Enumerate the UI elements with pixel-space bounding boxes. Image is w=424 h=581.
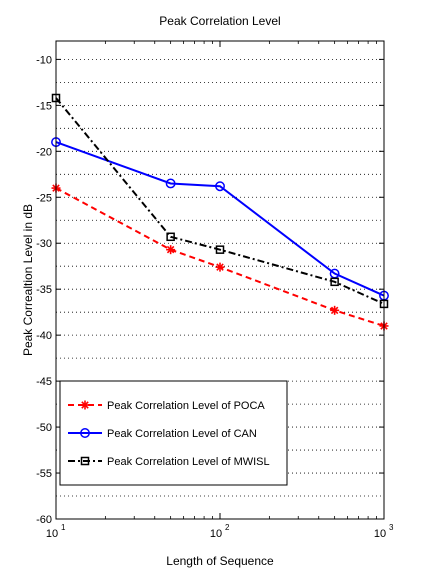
x-tick-label: 10 [46,528,58,540]
legend-label: Peak Correlation Level of CAN [107,428,257,440]
y-tick-label: -10 [36,54,52,66]
data-point [330,277,339,287]
legend-marker [80,428,90,438]
data-point [166,245,176,255]
x-tick-label: 10 [374,528,386,540]
data-point [215,245,225,254]
legend-label: Peak Correlation Level of MWISL [107,456,270,468]
y-tick-label: -15 [36,100,52,112]
data-point [166,232,175,242]
data-point [165,178,176,189]
data-point [215,181,225,192]
legend-marker [80,456,90,466]
series-line [55,97,385,305]
series-line [55,141,385,297]
data-point [330,305,340,315]
x-tick-label-exponent: 3 [389,523,394,532]
data-point [215,262,225,272]
legend-label: Peak Correlation Level of POCA [107,400,265,412]
y-axis-label: Peak Correaltion Level in dB [21,204,35,356]
y-tick-label: -40 [36,330,52,342]
y-tick-label: -20 [36,146,52,158]
legend-marker [80,400,90,410]
legend-item: Peak Correlation Level of CAN [68,428,257,440]
series-1 [51,183,389,331]
y-tick-label: -25 [36,192,52,204]
x-axis-label: Length of Sequence [166,554,274,568]
y-tick-label: -35 [36,284,52,296]
legend-item: Peak Correlation Level of MWISL [68,456,270,468]
legend-item: Peak Correlation Level of POCA [68,400,265,412]
series-layer [51,93,389,331]
x-tick-label-exponent: 1 [61,523,66,532]
series-2 [51,137,389,301]
y-tick-label: -30 [36,238,52,250]
y-tick-label: -55 [36,468,52,480]
legend: Peak Correlation Level of POCA Peak Corre… [59,380,288,486]
x-tick-label-exponent: 2 [225,523,230,532]
series-line [55,187,385,327]
chart-title: Peak Correlation Level [159,14,280,28]
axes: -60-55-50-45-40-35-30-25-20-15-101011021… [36,41,394,540]
y-tick-label: -45 [36,376,52,388]
y-tick-label: -60 [36,514,52,526]
x-tick-label: 10 [210,528,222,540]
y-tick-label: -50 [36,422,52,434]
